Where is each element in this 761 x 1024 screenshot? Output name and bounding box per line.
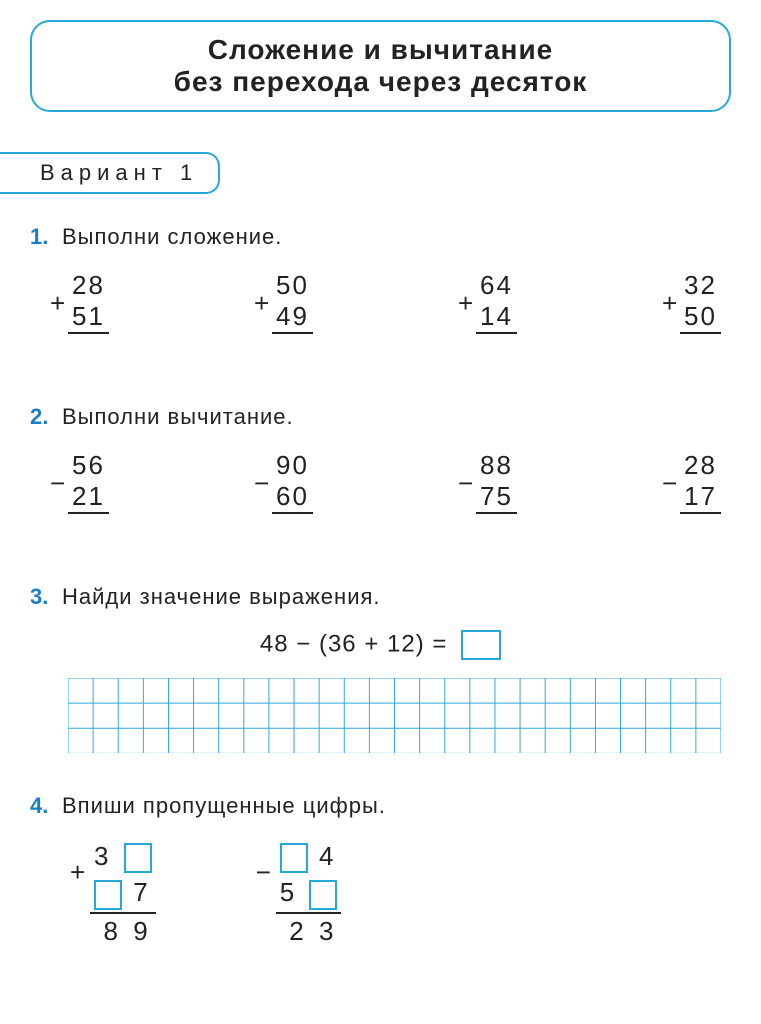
plus-icon: + xyxy=(458,288,473,319)
minuend: 90 xyxy=(272,450,313,481)
answer-space[interactable] xyxy=(272,514,313,544)
task-1: 1. Выполни сложение. + 28 51 + 50 49 + 6… xyxy=(30,224,731,364)
addend-top: 28 xyxy=(68,270,109,301)
subtrahend: 21 xyxy=(68,481,109,514)
task-number: 1. xyxy=(30,224,62,250)
addend-top: 50 xyxy=(272,270,313,301)
variant-label: Вариант 1 xyxy=(0,152,220,194)
task-number: 4. xyxy=(30,793,62,819)
digit-input-box[interactable] xyxy=(280,843,308,873)
addition-problem: + 50 49 xyxy=(272,270,313,364)
plus-icon: + xyxy=(254,288,269,319)
task-number: 3. xyxy=(30,584,62,610)
answer-space[interactable] xyxy=(68,334,109,364)
subtraction-problem: − 56 21 xyxy=(68,450,109,544)
subtraction-problem: − 90 60 xyxy=(272,450,313,544)
task-instruction: Найди значение выражения. xyxy=(62,584,381,610)
subtrahend: 17 xyxy=(680,481,721,514)
subtrahend: 75 xyxy=(476,481,517,514)
addend-bottom: 49 xyxy=(272,301,313,334)
minus-icon: − xyxy=(50,468,65,499)
answer-space[interactable] xyxy=(476,514,517,544)
task-3: 3. Найди значение выражения. 48 − (36 + … xyxy=(30,584,731,753)
minus-icon: − xyxy=(662,468,677,499)
task-4: 4. Впиши пропущенные цифры. + 3 7 8 9 − … xyxy=(30,793,731,948)
task-instruction: Выполни вычитание. xyxy=(62,404,294,430)
answer-space[interactable] xyxy=(476,334,517,364)
minuend: 56 xyxy=(68,450,109,481)
page-title-box: Сложение и вычитание без перехода через … xyxy=(30,20,731,112)
fill-result: 8 9 xyxy=(90,914,156,949)
digit-input-box[interactable] xyxy=(309,880,337,910)
expression-row: 48 − (36 + 12) = xyxy=(30,630,731,660)
task-1-problems: + 28 51 + 50 49 + 64 14 + 32 50 xyxy=(30,270,731,364)
task-instruction: Впиши пропущенные цифры. xyxy=(62,793,386,819)
answer-space[interactable] xyxy=(680,334,721,364)
addition-problem: + 32 50 xyxy=(680,270,721,364)
plus-icon: + xyxy=(50,288,65,319)
minuend: 88 xyxy=(476,450,517,481)
plus-icon: + xyxy=(662,288,677,319)
minuend: 28 xyxy=(680,450,721,481)
addend-top: 32 xyxy=(680,270,721,301)
fill-digits-problem: − 4 5 2 3 xyxy=(276,839,342,948)
minus-icon: − xyxy=(254,468,269,499)
subtraction-problem: − 88 75 xyxy=(476,450,517,544)
answer-space[interactable] xyxy=(680,514,721,544)
addend-bottom: 50 xyxy=(680,301,721,334)
digit-input-box[interactable] xyxy=(124,843,152,873)
fill-row-1: 3 xyxy=(90,839,156,875)
task-header: 1. Выполни сложение. xyxy=(30,224,731,250)
fill-digits-problem: + 3 7 8 9 xyxy=(90,839,156,948)
fill-result: 2 3 xyxy=(276,914,342,949)
title-line-2: без перехода через десяток xyxy=(52,66,709,98)
addition-problem: + 64 14 xyxy=(476,270,517,364)
expression-answer-box[interactable] xyxy=(461,630,501,660)
task-header: 4. Впиши пропущенные цифры. xyxy=(30,793,731,819)
digit: 9 xyxy=(133,916,151,946)
task-header: 2. Выполни вычитание. xyxy=(30,404,731,430)
plus-icon: + xyxy=(70,857,85,888)
fill-row-2: 7 xyxy=(90,875,156,913)
answer-space[interactable] xyxy=(272,334,313,364)
fill-row-2: 5 xyxy=(276,875,342,913)
digit: 4 xyxy=(319,841,337,871)
task-number: 2. xyxy=(30,404,62,430)
minus-icon: − xyxy=(458,468,473,499)
digit-input-box[interactable] xyxy=(94,880,122,910)
digit: 8 xyxy=(104,916,122,946)
minus-icon: − xyxy=(256,857,271,888)
addition-problem: + 28 51 xyxy=(68,270,109,364)
digit: 5 xyxy=(280,877,298,907)
task-instruction: Выполни сложение. xyxy=(62,224,282,250)
working-grid[interactable] xyxy=(68,678,721,753)
addend-bottom: 51 xyxy=(68,301,109,334)
task-2: 2. Выполни вычитание. − 56 21 − 90 60 − … xyxy=(30,404,731,544)
task-2-problems: − 56 21 − 90 60 − 88 75 − 28 17 xyxy=(30,450,731,544)
digit: 2 xyxy=(289,916,307,946)
task-4-problems: + 3 7 8 9 − 4 5 2 3 xyxy=(30,839,731,948)
digit: 7 xyxy=(133,877,151,907)
subtrahend: 60 xyxy=(272,481,313,514)
subtraction-problem: − 28 17 xyxy=(680,450,721,544)
addend-top: 64 xyxy=(476,270,517,301)
addend-bottom: 14 xyxy=(476,301,517,334)
grid-svg xyxy=(68,678,721,753)
fill-row-1: 4 xyxy=(276,839,342,875)
task-header: 3. Найди значение выражения. xyxy=(30,584,731,610)
expression-text: 48 − (36 + 12) = xyxy=(260,630,447,657)
title-line-1: Сложение и вычитание xyxy=(52,34,709,66)
digit: 3 xyxy=(94,841,112,871)
digit: 3 xyxy=(319,916,337,946)
answer-space[interactable] xyxy=(68,514,109,544)
